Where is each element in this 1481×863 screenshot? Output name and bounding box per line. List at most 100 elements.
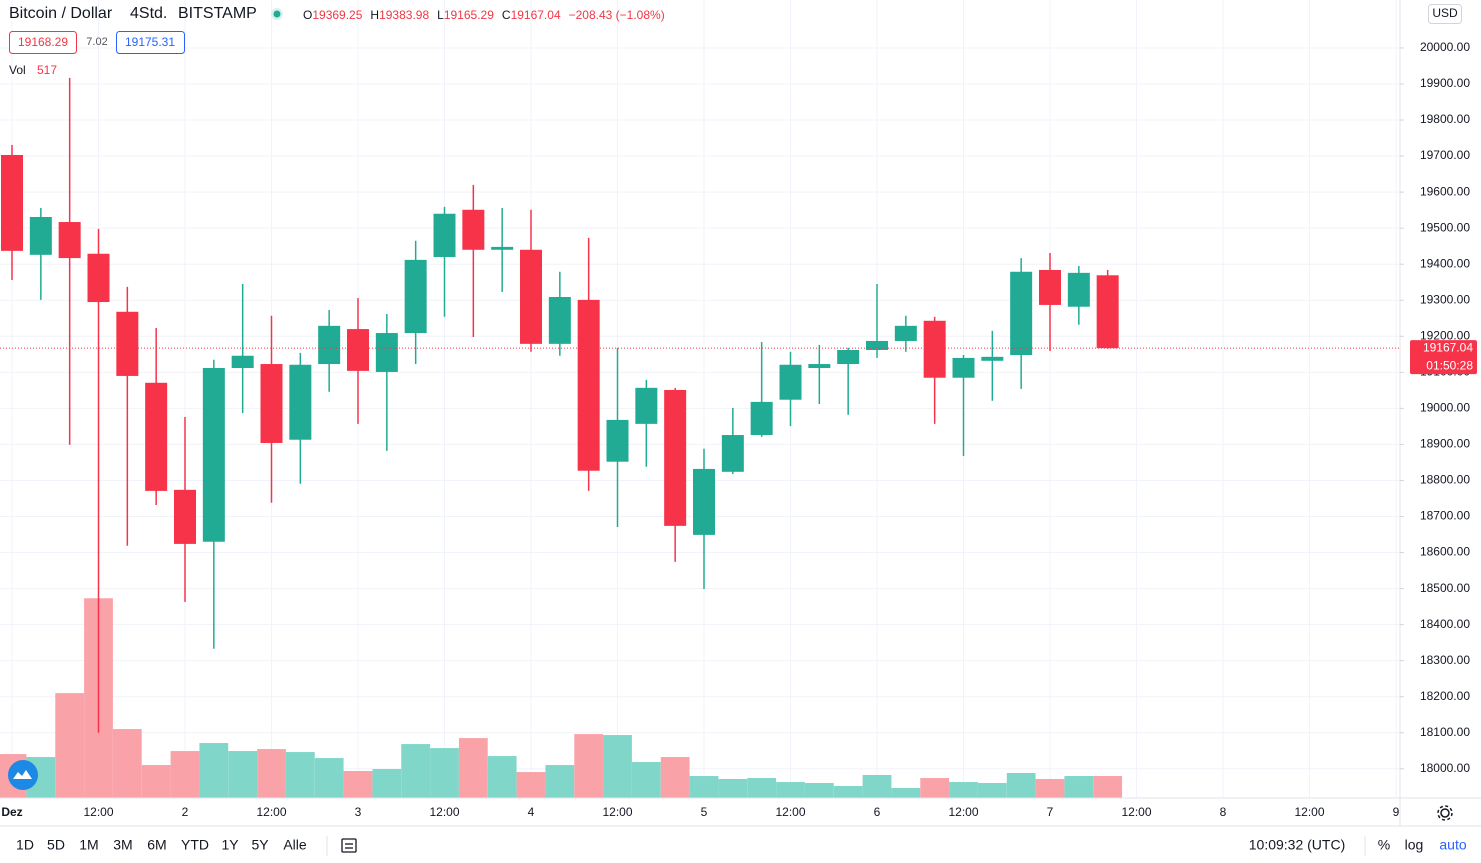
ohlc-value: 19369.25 — [312, 8, 362, 22]
y-tick-label: 18900.00 — [1420, 437, 1470, 451]
range-button[interactable]: YTD — [181, 837, 209, 853]
range-button[interactable]: 6M — [147, 837, 166, 853]
ohlc-label: L — [437, 8, 444, 22]
x-tick-label: 12:00 — [429, 805, 459, 819]
volume-bar — [285, 752, 315, 798]
candle-body — [981, 356, 1004, 361]
y-tick-label: 19700.00 — [1420, 148, 1470, 162]
y-tick-label: 19900.00 — [1420, 76, 1470, 90]
volume-bar — [257, 749, 286, 798]
volume-bar — [372, 769, 402, 798]
volume-bar — [603, 735, 632, 798]
range-button[interactable]: 5D — [47, 837, 65, 853]
volume-bar — [862, 775, 892, 798]
interval: 4Std. — [130, 5, 167, 22]
candle-body — [1096, 275, 1119, 349]
candle-body — [260, 364, 283, 443]
x-tick-label: 12:00 — [256, 805, 286, 819]
candle-body — [923, 320, 946, 378]
scale-option[interactable]: auto — [1439, 837, 1466, 853]
x-tick-label: 12:00 — [1294, 805, 1324, 819]
y-tick-label: 18000.00 — [1420, 761, 1470, 775]
range-button[interactable]: 5Y — [251, 837, 269, 853]
volume-bar — [343, 771, 373, 798]
y-tick-label: 18700.00 — [1420, 509, 1470, 523]
y-tick-label: 18300.00 — [1420, 653, 1470, 667]
volume-bar — [833, 786, 863, 798]
volume-bar — [631, 762, 661, 798]
range-button[interactable]: 3M — [113, 837, 132, 853]
range-button[interactable]: 1D — [16, 837, 34, 853]
volume-bar — [458, 738, 488, 798]
volume-bar — [920, 778, 950, 798]
candle-body — [491, 246, 514, 250]
candle-body — [87, 253, 110, 303]
candle-body — [462, 209, 485, 250]
volume-bar — [574, 734, 604, 798]
currency-box[interactable] — [1428, 4, 1462, 24]
candle-body — [433, 213, 456, 257]
candle-body — [808, 364, 831, 369]
x-tick-label: 6 — [874, 805, 881, 819]
y-tick-label: 19300.00 — [1420, 292, 1470, 306]
volume-bar — [804, 782, 834, 798]
logo-icon — [13, 770, 32, 779]
volume-bar — [170, 751, 200, 798]
candle-body — [29, 216, 52, 255]
x-tick-label: 12:00 — [1121, 805, 1151, 819]
axes: 18000.00 18100.00 18200.00 18300.00 18400.00… — [1, 40, 1477, 819]
x-tick-label: 2 — [182, 805, 189, 819]
range-button[interactable]: 1M — [79, 837, 98, 853]
volume-pane — [0, 598, 1123, 798]
icon — [341, 838, 357, 853]
volume-bar — [891, 788, 921, 798]
volume-bar — [949, 782, 978, 798]
gear — [1437, 805, 1453, 821]
volume-bar — [228, 751, 258, 798]
range-button[interactable]: Alle — [283, 837, 307, 853]
candle-body — [231, 355, 254, 369]
volume-bar — [199, 743, 229, 798]
ask-box[interactable] — [116, 31, 185, 54]
candle-body — [202, 368, 225, 542]
countdown: 01:50:28 — [1426, 358, 1473, 372]
candle-body — [606, 419, 629, 462]
y-tick-label: 19000.00 — [1420, 401, 1470, 415]
bid-box[interactable] — [9, 31, 77, 54]
x-tick-label: 12:00 — [602, 805, 632, 819]
scale-option[interactable]: log — [1405, 837, 1424, 853]
candle-body — [289, 364, 312, 440]
compare-icon[interactable] — [341, 838, 357, 853]
settings-icon[interactable] — [1437, 805, 1453, 821]
volume-bar — [977, 782, 1007, 798]
candle-body — [750, 401, 773, 436]
y-tick-label: 18400.00 — [1420, 617, 1470, 631]
volume-bar — [55, 693, 85, 798]
ohlc: O19369.25 H19383.98 L19165.29 C19167.04 −208… — [303, 8, 665, 22]
x-tick-label: 9 — [1393, 805, 1400, 819]
candle-body — [318, 325, 341, 365]
y-tick-label: 19200.00 — [1420, 328, 1470, 342]
volume-bar — [487, 756, 517, 798]
y-tick-label: 18600.00 — [1420, 545, 1470, 559]
candle-body — [548, 296, 571, 344]
change: −208.43 (−1.08%) — [569, 8, 665, 22]
ohlc-label: O — [303, 8, 312, 22]
x-tick-label: 12:00 — [948, 805, 978, 819]
symbol: Bitcoin / Dollar — [9, 5, 113, 22]
x-tick-label: Dez — [1, 805, 22, 819]
volume-label: Vol — [9, 63, 26, 77]
volume-bar — [545, 765, 575, 798]
y-tick-label: 18100.00 — [1420, 725, 1470, 739]
candle-body — [145, 382, 168, 491]
y-tick-label: 18500.00 — [1420, 581, 1470, 595]
y-tick-label: 19800.00 — [1420, 112, 1470, 126]
bid: 19168.29 — [18, 35, 68, 49]
y-tick-label: 20000.00 — [1420, 40, 1470, 54]
candle-body — [577, 299, 600, 471]
range-button[interactable]: 1Y — [221, 837, 239, 853]
scale-option[interactable]: % — [1378, 837, 1390, 853]
candle-body — [837, 349, 860, 365]
volume-bar — [516, 772, 546, 798]
